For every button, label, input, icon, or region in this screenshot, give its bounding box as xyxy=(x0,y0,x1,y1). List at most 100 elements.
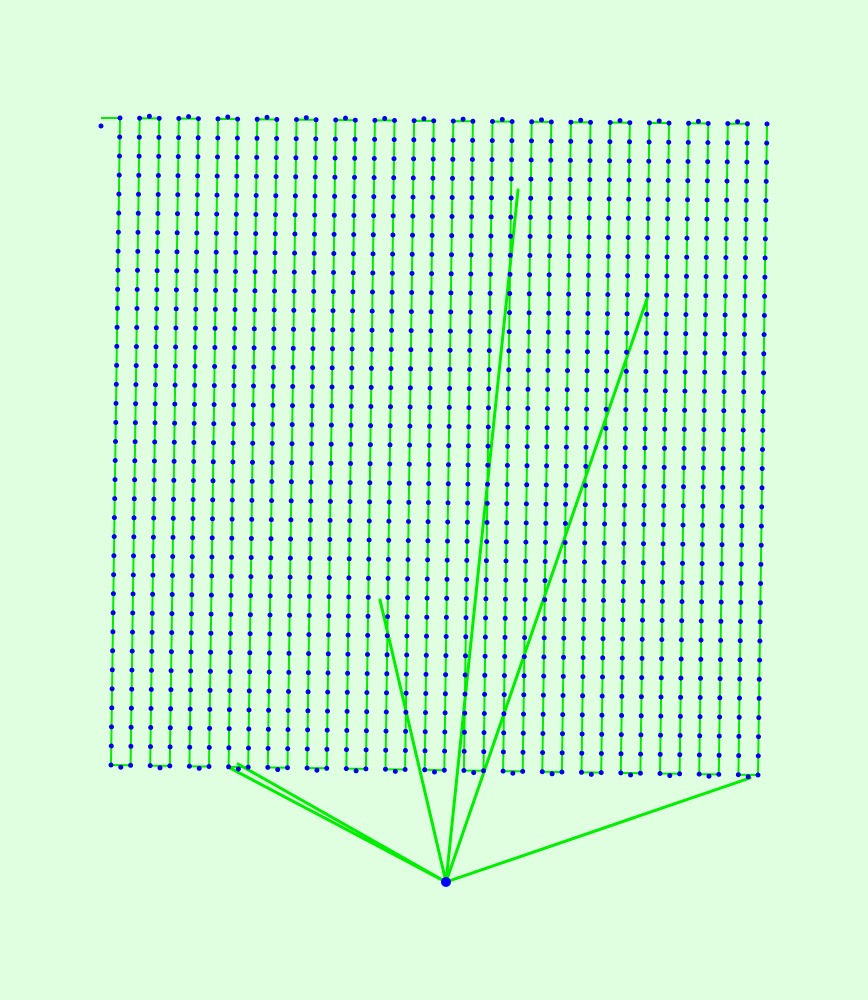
camera-point xyxy=(646,158,652,164)
camera-point xyxy=(464,519,470,525)
camera-point xyxy=(310,365,316,371)
camera-point xyxy=(583,444,589,450)
camera-point xyxy=(705,121,711,126)
camera-point xyxy=(526,310,532,316)
camera-point xyxy=(661,503,667,509)
camera-point xyxy=(683,312,689,318)
camera-point xyxy=(448,309,454,315)
camera-point xyxy=(116,191,122,197)
camera-point xyxy=(684,273,689,279)
camera-point xyxy=(207,668,213,674)
camera-point xyxy=(116,172,122,178)
camera-point xyxy=(582,540,588,546)
camera-point xyxy=(384,652,390,658)
camera-point xyxy=(423,691,429,696)
camera-point xyxy=(352,174,357,180)
camera-point xyxy=(566,291,572,297)
camera-point xyxy=(682,388,688,394)
camera-point xyxy=(306,593,312,599)
camera-point xyxy=(545,387,551,392)
camera-point xyxy=(405,595,410,601)
camera-point xyxy=(367,499,373,505)
camera-point xyxy=(580,693,586,699)
camera-point xyxy=(481,768,486,774)
camera-point xyxy=(213,249,219,255)
camera-point xyxy=(619,693,625,699)
camera-point xyxy=(677,713,683,719)
camera-point xyxy=(168,687,174,693)
camera-point xyxy=(251,345,257,351)
camera-point xyxy=(678,637,684,643)
camera-point xyxy=(544,463,550,469)
camera-point xyxy=(677,733,683,738)
camera-point xyxy=(408,328,414,334)
camera-point xyxy=(189,554,195,560)
camera-point xyxy=(133,401,139,407)
camera-point xyxy=(130,572,136,578)
camera-point xyxy=(602,521,608,527)
camera-point xyxy=(706,773,712,779)
camera-point xyxy=(523,501,529,507)
camera-point xyxy=(152,401,158,407)
camera-point xyxy=(292,212,298,218)
camera-point xyxy=(528,195,534,201)
camera-point xyxy=(588,119,593,125)
camera-point xyxy=(702,331,708,337)
camera-point xyxy=(450,118,456,124)
camera-point xyxy=(762,236,768,242)
camera-point xyxy=(442,748,448,754)
camera-point xyxy=(702,369,708,375)
camera-point xyxy=(548,119,554,125)
camera-point xyxy=(603,445,609,451)
camera-point xyxy=(405,557,411,563)
camera-point xyxy=(442,710,448,716)
camera-point xyxy=(641,483,647,489)
camera-point xyxy=(411,156,417,162)
camera-point xyxy=(740,427,746,433)
camera-point xyxy=(425,557,431,563)
camera-point xyxy=(442,729,448,735)
camera-point xyxy=(761,332,767,338)
camera-point xyxy=(490,119,495,124)
camera-point xyxy=(188,649,194,655)
camera-point xyxy=(680,503,686,509)
camera-point xyxy=(251,326,257,332)
camera-point xyxy=(446,424,452,429)
camera-point xyxy=(704,178,710,184)
camera-point xyxy=(469,214,475,220)
camera-point xyxy=(363,728,369,734)
camera-point xyxy=(193,287,199,293)
camera-point xyxy=(738,619,743,624)
camera-point xyxy=(349,384,355,390)
camera-point xyxy=(481,730,487,736)
camera-point xyxy=(110,610,116,616)
camera-point xyxy=(696,752,702,758)
transit-leg-line xyxy=(444,776,752,884)
camera-point xyxy=(644,330,649,336)
camera-point xyxy=(603,425,609,431)
camera-point xyxy=(585,291,591,297)
camera-point xyxy=(350,289,356,295)
camera-point xyxy=(677,771,683,777)
camera-point xyxy=(483,558,489,564)
camera-point xyxy=(108,743,114,749)
camera-point xyxy=(447,366,453,372)
camera-point xyxy=(409,270,415,276)
camera-point xyxy=(344,689,350,695)
camera-point xyxy=(193,325,198,331)
camera-point xyxy=(148,725,154,730)
camera-point xyxy=(109,667,115,673)
camera-point xyxy=(443,672,449,678)
camera-point xyxy=(662,445,667,451)
camera-point xyxy=(150,572,156,578)
camera-point xyxy=(309,422,315,428)
camera-point xyxy=(253,193,259,198)
camera-point xyxy=(470,137,476,143)
camera-point xyxy=(287,612,293,618)
camera-point xyxy=(740,408,746,414)
camera-point xyxy=(680,541,686,547)
camera-point xyxy=(193,306,199,312)
camera-point xyxy=(212,325,218,331)
camera-point xyxy=(739,485,745,490)
camera-point xyxy=(150,553,156,559)
